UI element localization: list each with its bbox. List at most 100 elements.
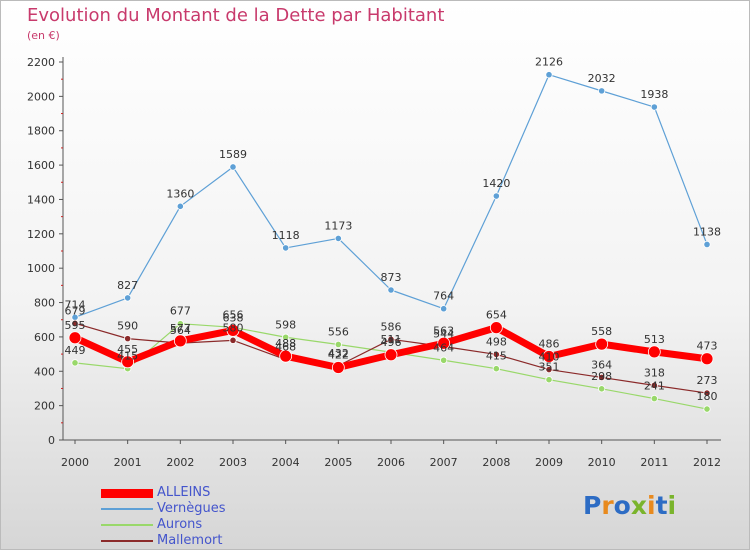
data-label: 1118 [272,229,300,242]
x-tick-label: 2009 [535,456,563,469]
x-tick-label: 2000 [61,456,89,469]
data-label: 180 [697,390,718,403]
data-label: 1138 [693,225,721,238]
data-point [334,234,342,243]
data-point [124,335,132,343]
data-point [176,320,184,328]
data-label: 714 [65,298,86,311]
data-point [229,336,237,344]
data-label: 511 [381,333,402,346]
data-label: 498 [486,335,507,348]
data-point [440,356,448,364]
data-point [545,71,553,79]
legend: ALLEINS Vernègues Aurons Mallemort [101,485,301,549]
data-label: 2032 [588,72,616,85]
x-tick-label: 2003 [219,456,247,469]
data-label: 415 [486,350,507,363]
logo-letter: r [601,491,614,520]
y-tick-label: 1800 [27,125,55,138]
data-point [71,319,79,327]
data-point [387,335,395,343]
data-label: 677 [170,305,191,318]
data-point [650,103,658,111]
data-point [545,365,553,374]
data-point [229,163,237,171]
series-vernegues [71,71,711,321]
data-point [282,333,290,341]
data-point [598,87,606,95]
data-label: 351 [539,361,560,374]
data-label: 1589 [219,148,247,161]
data-label: 410 [539,351,560,364]
legend-label-vernegues: Vernègues [157,501,226,516]
chart-title: Evolution du Montant de la Dette par Hab… [27,5,445,26]
legend-item-mallemort: Mallemort [101,533,301,549]
y-tick-label: 1000 [27,262,55,275]
x-tick-label: 2012 [693,456,721,469]
data-label: 273 [697,374,718,387]
data-label: 488 [275,337,296,350]
data-labels-vernegues: 714 827 1360 1589 1118 1173 873 764 1420 2126 2032… [65,56,722,312]
data-point [437,336,451,350]
data-label: 827 [117,279,138,292]
data-label: 455 [117,343,138,356]
x-tick-label: 2005 [324,456,352,469]
legend-item-alleins: ALLEINS [101,485,301,501]
x-tick-label: 2008 [482,456,510,469]
logo-letter: t [655,491,668,520]
data-label: 558 [591,325,612,338]
y-tick-label: 2200 [27,56,55,69]
data-point [226,323,240,337]
data-point [595,337,609,351]
data-point [334,340,342,349]
y-tick-label: 1600 [27,159,55,172]
data-point [492,350,500,359]
data-labels-alleins: 595 455 577 638 488 422 496 563 654 486 558 513 473 [65,309,718,362]
data-point [282,244,290,252]
logo-letter: o [613,491,631,520]
data-point [440,305,448,313]
data-label: 595 [65,319,86,332]
data-label: 873 [381,271,402,284]
logo-letter: i [667,491,677,520]
x-tick-label: 2002 [166,456,194,469]
data-label: 298 [591,370,612,383]
data-labels-mallemort: 679 590 564 580 468 432 586 544 498 410 364 318 273 [65,304,718,387]
data-point [384,348,398,362]
data-label: 586 [381,320,402,333]
data-point [173,334,187,348]
y-tick-label: 600 [34,331,55,344]
data-point [598,373,606,382]
y-tick-label: 1200 [27,228,55,241]
legend-item-aurons: Aurons [101,517,301,533]
data-label: 563 [433,324,454,337]
data-label: 468 [275,341,296,354]
data-point [647,345,661,359]
data-point [703,389,711,397]
data-label: 590 [117,320,138,333]
y-tick-label: 0 [48,434,55,447]
x-tick-label: 2006 [377,456,405,469]
data-point [489,321,503,335]
data-point [331,361,345,374]
y-tick-label: 400 [34,365,55,378]
data-label: 432 [328,347,349,360]
data-labels-aurons: 449 415 677 656 598 556 511 464 415 351 298 241 180 [65,305,718,403]
data-label: 656 [223,308,244,321]
data-point [703,240,711,249]
data-label: 1420 [482,177,510,190]
data-label: 598 [275,318,296,331]
logo-letter: P [583,491,602,520]
data-label: 513 [644,333,665,346]
data-label: 364 [591,358,612,371]
data-point [650,381,658,389]
y-tick-label: 800 [34,297,55,310]
data-label: 496 [381,336,402,349]
data-point [700,352,714,366]
legend-label-mallemort: Mallemort [157,533,223,548]
data-point [68,331,82,345]
data-point [703,405,711,413]
y-tick-label: 1400 [27,193,55,206]
